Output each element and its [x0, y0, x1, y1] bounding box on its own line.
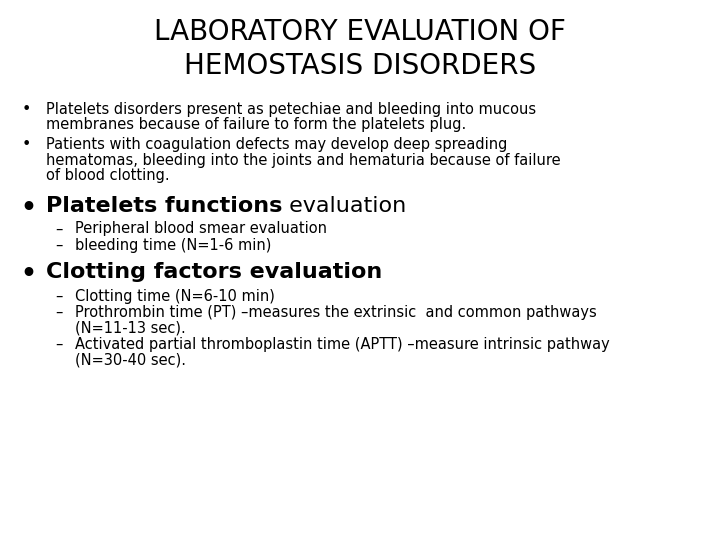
Text: (N=11-13 sec).: (N=11-13 sec).	[75, 321, 186, 335]
Text: Platelets disorders present as petechiae and bleeding into mucous: Platelets disorders present as petechiae…	[46, 102, 536, 117]
Text: –: –	[55, 288, 63, 303]
Text: HEMOSTASIS DISORDERS: HEMOSTASIS DISORDERS	[184, 52, 536, 80]
Text: •: •	[20, 195, 36, 219]
Text: –: –	[55, 337, 63, 352]
Text: hematomas, bleeding into the joints and hematuria because of failure: hematomas, bleeding into the joints and …	[46, 152, 561, 167]
Text: Patients with coagulation defects may develop deep spreading: Patients with coagulation defects may de…	[46, 137, 508, 152]
Text: of blood clotting.: of blood clotting.	[46, 168, 170, 183]
Text: Platelets functions: Platelets functions	[46, 195, 282, 215]
Text: •: •	[22, 102, 32, 117]
Text: Activated partial thromboplastin time (APTT) –measure intrinsic pathway: Activated partial thromboplastin time (A…	[75, 337, 610, 352]
Text: –: –	[55, 221, 63, 237]
Text: Prothrombin time (PT) –measures the extrinsic  and common pathways: Prothrombin time (PT) –measures the extr…	[75, 305, 597, 320]
Text: evaluation: evaluation	[282, 195, 407, 215]
Text: •: •	[20, 262, 36, 287]
Text: membranes because of failure to form the platelets plug.: membranes because of failure to form the…	[46, 118, 467, 132]
Text: LABORATORY EVALUATION OF: LABORATORY EVALUATION OF	[154, 18, 566, 46]
Text: •: •	[22, 137, 32, 152]
Text: –: –	[55, 238, 63, 253]
Text: bleeding time (N=1-6 min): bleeding time (N=1-6 min)	[75, 238, 271, 253]
Text: –: –	[55, 305, 63, 320]
Text: (N=30-40 sec).: (N=30-40 sec).	[75, 353, 186, 368]
Text: Clotting time (N=6-10 min): Clotting time (N=6-10 min)	[75, 288, 275, 303]
Text: Peripheral blood smear evaluation: Peripheral blood smear evaluation	[75, 221, 327, 237]
Text: Clotting factors evaluation: Clotting factors evaluation	[46, 262, 382, 282]
